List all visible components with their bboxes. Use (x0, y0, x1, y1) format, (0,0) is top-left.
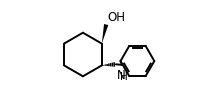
Text: OH: OH (107, 11, 125, 24)
Polygon shape (102, 24, 108, 44)
Text: N: N (117, 69, 126, 82)
Text: H: H (120, 72, 128, 82)
